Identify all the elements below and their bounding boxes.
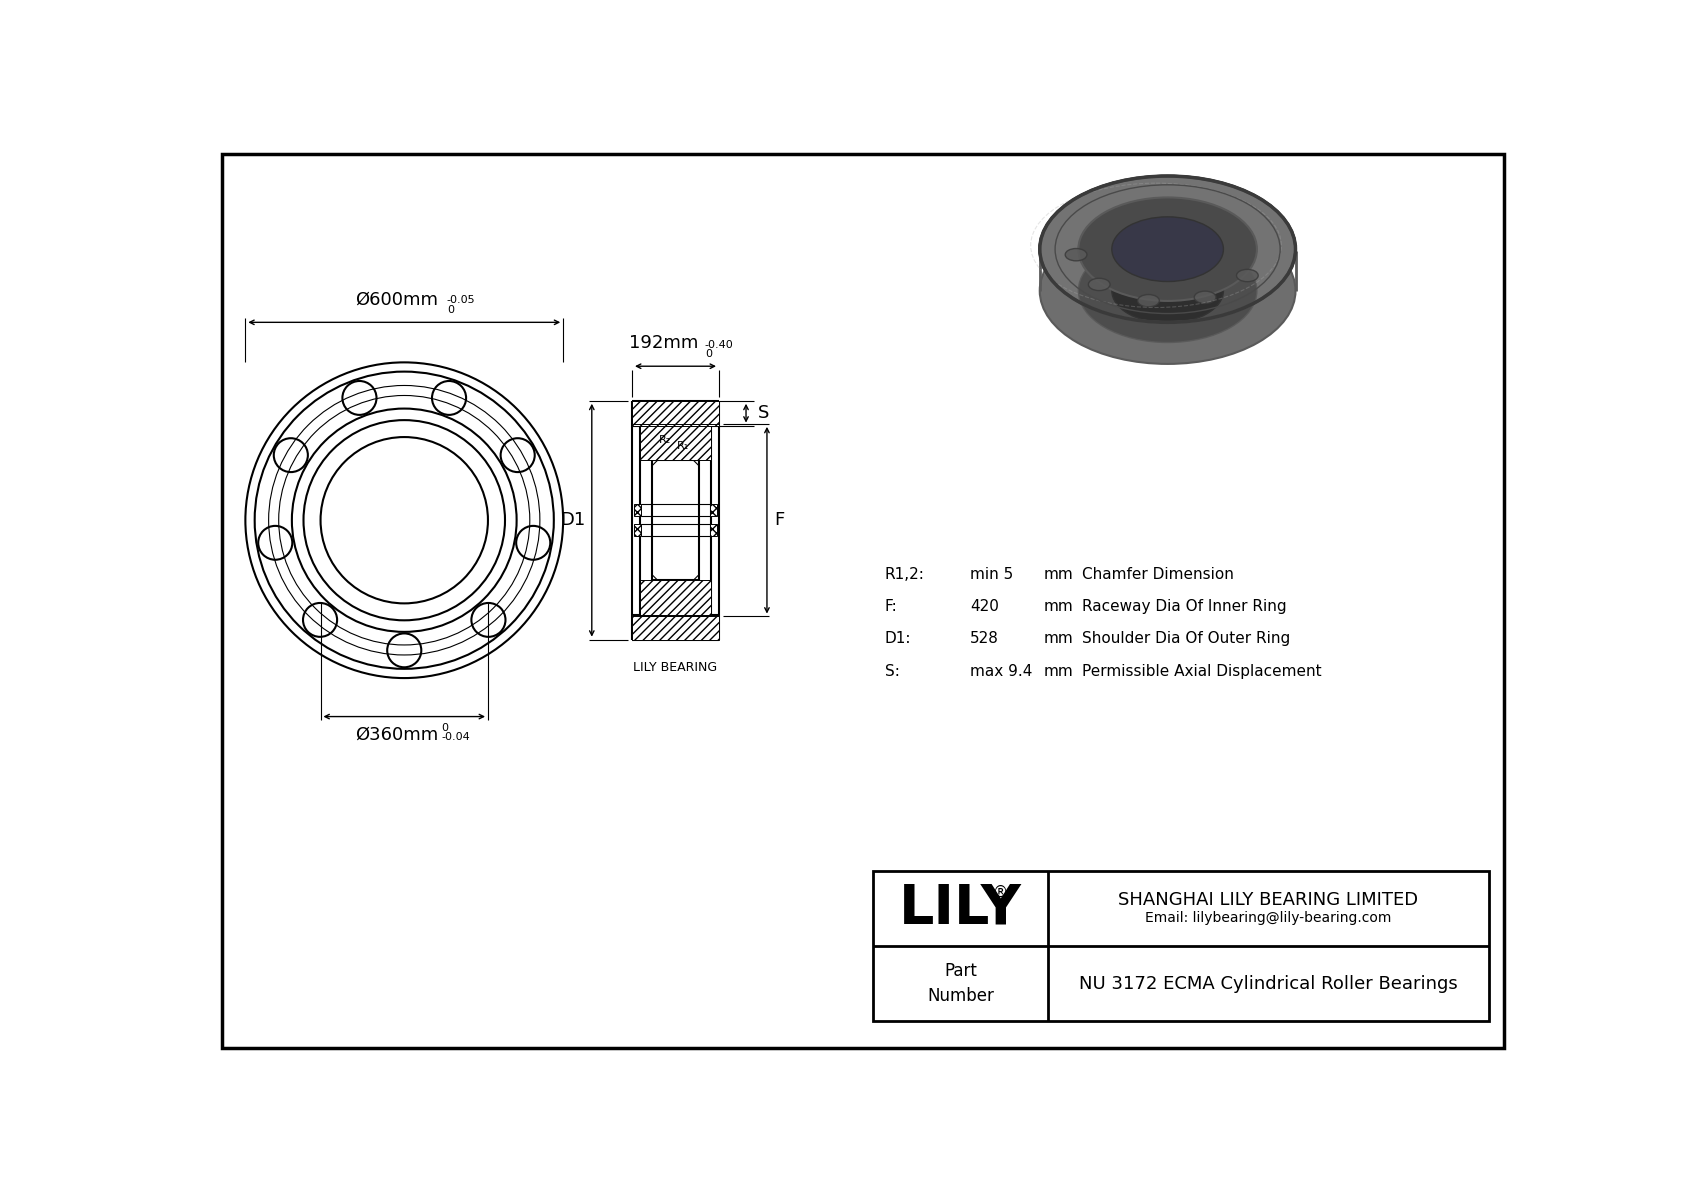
Ellipse shape xyxy=(1111,258,1223,323)
Text: 420: 420 xyxy=(970,599,999,613)
Text: -0.40: -0.40 xyxy=(706,341,734,350)
Text: 0: 0 xyxy=(441,723,448,732)
Bar xyxy=(632,615,719,640)
Text: R1,2:: R1,2: xyxy=(884,567,925,581)
Text: R₁: R₁ xyxy=(677,441,689,451)
Text: mm: mm xyxy=(1044,631,1073,647)
Text: 0: 0 xyxy=(706,349,712,358)
Text: mm: mm xyxy=(1044,567,1073,581)
Text: Email: lilybearing@lily-bearing.com: Email: lilybearing@lily-bearing.com xyxy=(1145,911,1391,925)
Ellipse shape xyxy=(1111,217,1223,281)
Text: Ø600mm: Ø600mm xyxy=(355,291,438,308)
Ellipse shape xyxy=(1088,279,1110,291)
Text: Ø360mm: Ø360mm xyxy=(355,725,438,744)
Text: F: F xyxy=(775,511,785,529)
Text: 192mm: 192mm xyxy=(630,335,699,353)
Bar xyxy=(640,424,711,460)
Text: LILY: LILY xyxy=(899,881,1022,936)
Text: Shoulder Dia Of Outer Ring: Shoulder Dia Of Outer Ring xyxy=(1083,631,1290,647)
Bar xyxy=(632,615,719,617)
Ellipse shape xyxy=(1138,294,1159,307)
Ellipse shape xyxy=(1194,291,1216,304)
Text: 528: 528 xyxy=(970,631,999,647)
Bar xyxy=(632,401,719,425)
Text: Part
Number: Part Number xyxy=(926,962,994,1005)
Text: max 9.4: max 9.4 xyxy=(970,663,1032,679)
Bar xyxy=(709,504,717,517)
Bar xyxy=(632,424,719,425)
Text: mm: mm xyxy=(1044,663,1073,679)
Bar xyxy=(872,872,1489,1022)
Bar xyxy=(633,524,642,536)
Text: -0.04: -0.04 xyxy=(441,732,470,742)
Text: D1:: D1: xyxy=(884,631,911,647)
Bar xyxy=(633,504,642,517)
Ellipse shape xyxy=(1236,269,1258,282)
Text: 0: 0 xyxy=(446,305,455,314)
Ellipse shape xyxy=(1039,218,1295,364)
Text: S:: S: xyxy=(884,663,899,679)
Bar xyxy=(709,524,717,536)
Text: -0.05: -0.05 xyxy=(446,295,475,305)
Text: F:: F: xyxy=(884,599,898,613)
Ellipse shape xyxy=(1039,176,1295,323)
Ellipse shape xyxy=(1078,198,1256,301)
Ellipse shape xyxy=(1078,239,1256,343)
Text: Raceway Dia Of Inner Ring: Raceway Dia Of Inner Ring xyxy=(1083,599,1287,613)
Bar xyxy=(640,580,711,617)
Text: mm: mm xyxy=(1044,599,1073,613)
Ellipse shape xyxy=(1066,249,1086,261)
Text: R₂: R₂ xyxy=(658,435,670,444)
Text: NU 3172 ECMA Cylindrical Roller Bearings: NU 3172 ECMA Cylindrical Roller Bearings xyxy=(1079,975,1458,993)
Text: D1: D1 xyxy=(561,511,586,529)
Text: Permissible Axial Displacement: Permissible Axial Displacement xyxy=(1083,663,1322,679)
Text: SHANGHAI LILY BEARING LIMITED: SHANGHAI LILY BEARING LIMITED xyxy=(1118,891,1418,909)
Text: LILY BEARING: LILY BEARING xyxy=(633,661,717,674)
Text: Chamfer Dimension: Chamfer Dimension xyxy=(1083,567,1234,581)
Text: min 5: min 5 xyxy=(970,567,1014,581)
Text: S: S xyxy=(758,404,770,422)
Text: ®: ® xyxy=(994,885,1009,899)
